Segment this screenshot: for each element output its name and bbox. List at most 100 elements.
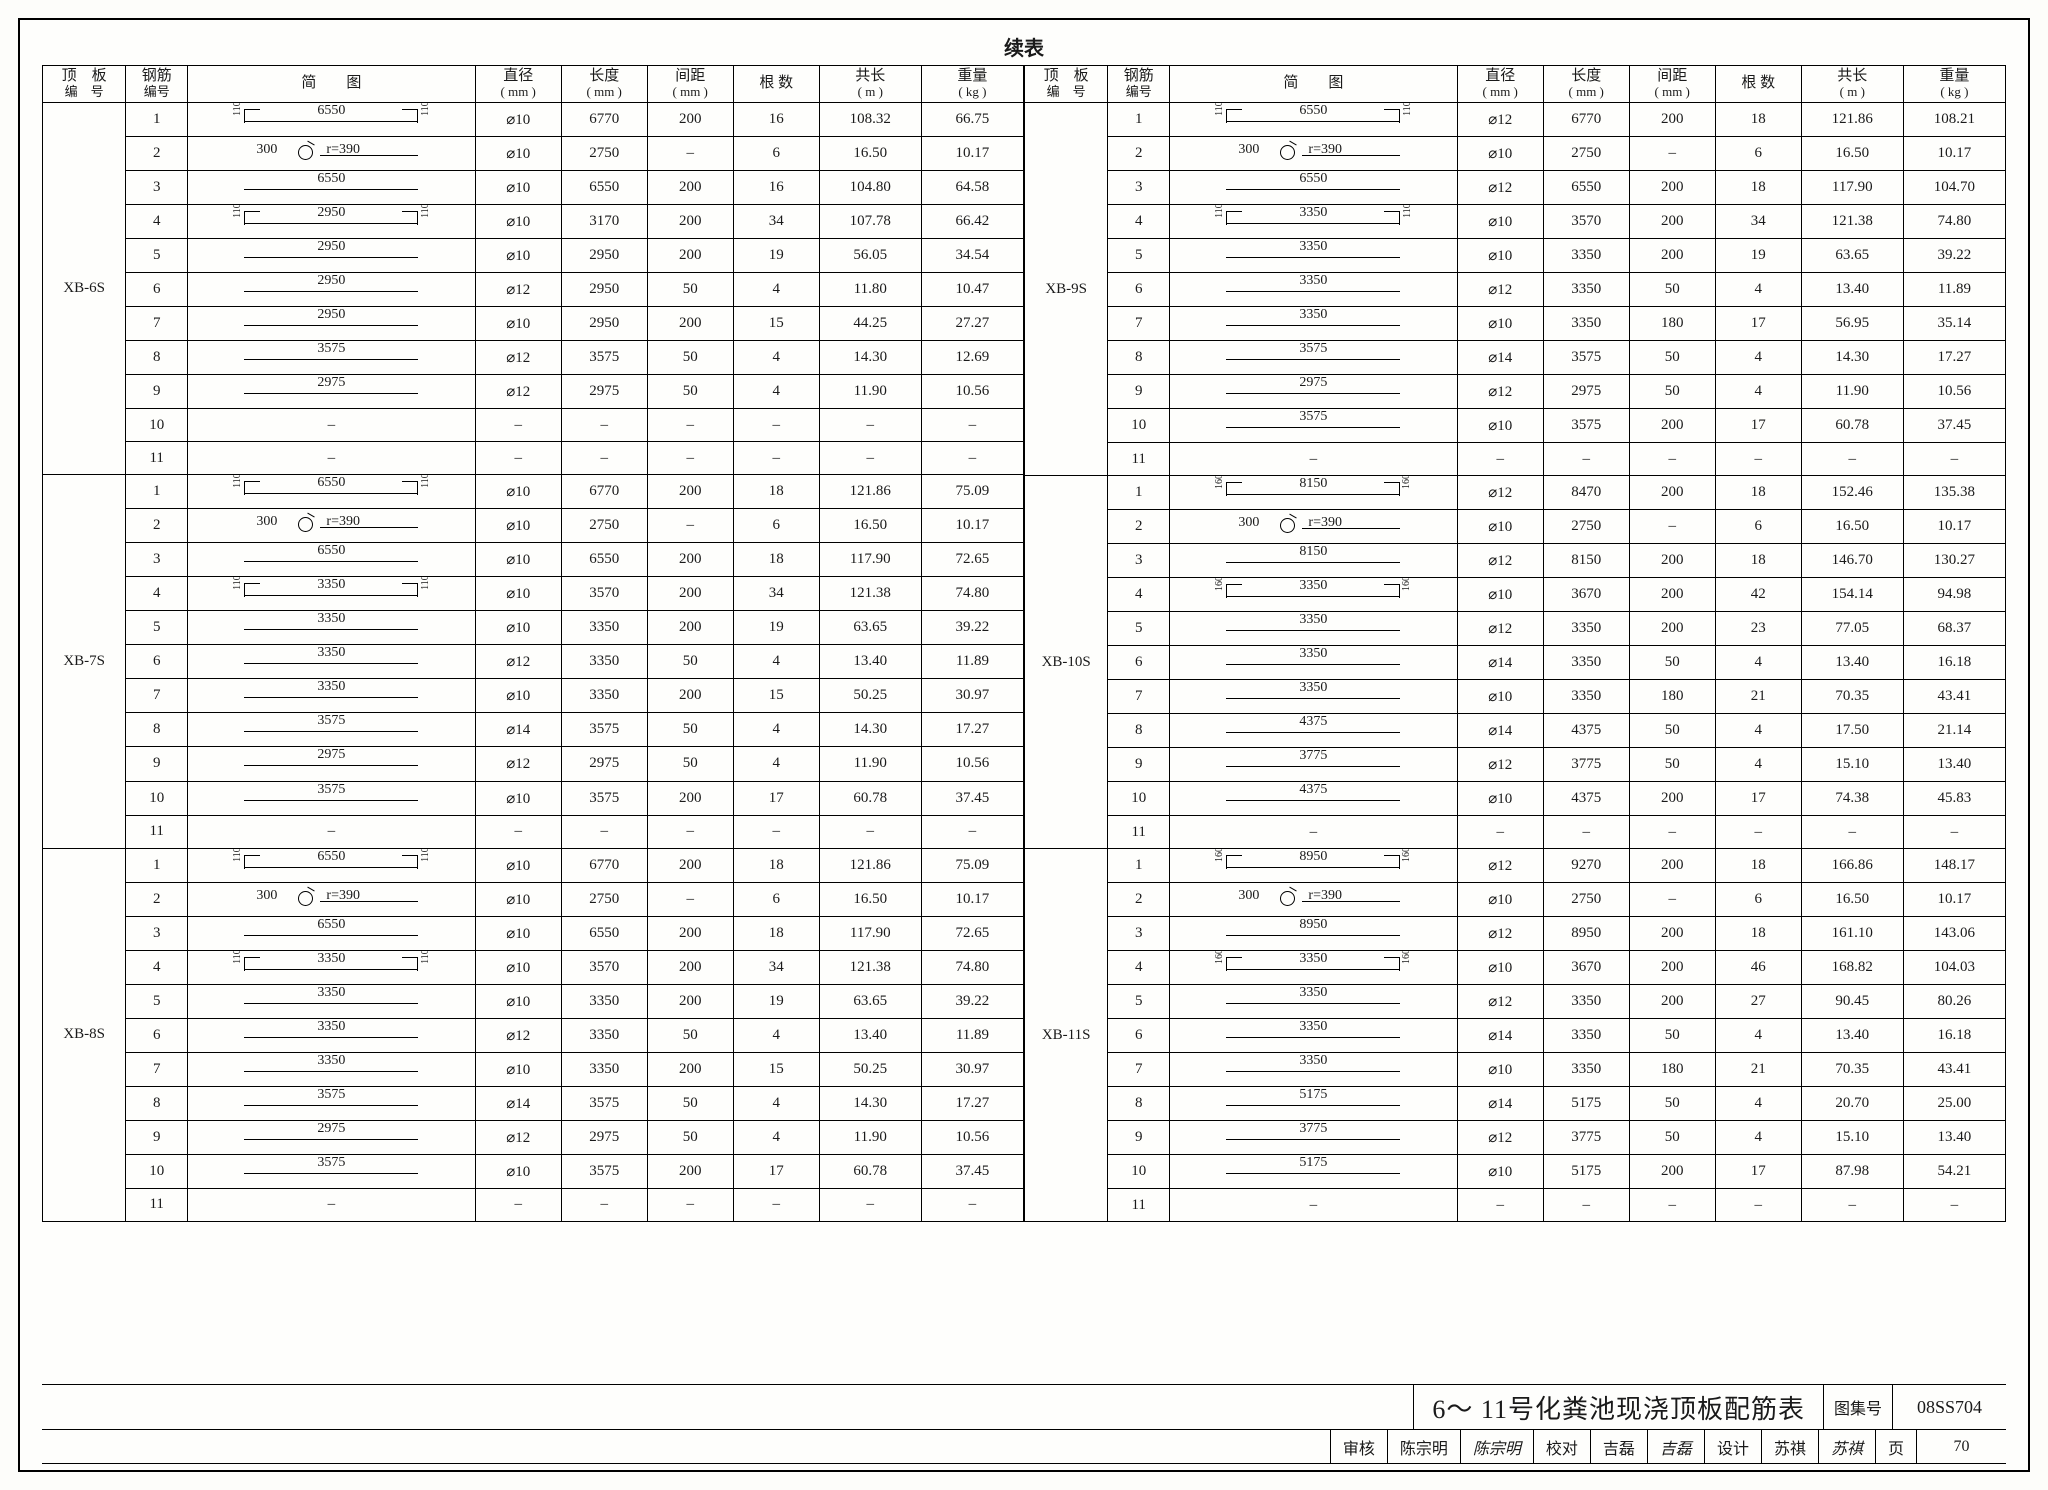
rebar-no: 7: [126, 1052, 188, 1086]
length: 3575: [1543, 341, 1629, 375]
rebar-diagram: 110 6550 110: [188, 848, 476, 882]
length: 3350: [561, 1052, 647, 1086]
spacing: 50: [647, 1086, 733, 1120]
check-name: 苏祺: [1761, 1430, 1818, 1463]
spacing: –: [647, 1188, 733, 1222]
spacing: 200: [647, 171, 733, 205]
total-length: 117.90: [819, 543, 921, 577]
total-length: 56.05: [819, 239, 921, 273]
table-row: 5 3350 ⌀1033502001963.6539.22: [43, 611, 1024, 645]
count: 18: [1715, 476, 1801, 510]
length: –: [561, 815, 647, 848]
total-length: 121.86: [819, 848, 921, 882]
length: 2750: [561, 882, 647, 916]
length: 8950: [1543, 917, 1629, 951]
total-length: 117.90: [1801, 171, 1903, 205]
total-length: –: [1801, 443, 1903, 476]
col-l: 长度( mm ): [561, 66, 647, 103]
weight: 30.97: [921, 1052, 1023, 1086]
spacing: 200: [647, 984, 733, 1018]
count: 23: [1715, 612, 1801, 646]
diameter: ⌀10: [475, 781, 561, 815]
count: 17: [1715, 409, 1801, 443]
weight: 39.22: [921, 984, 1023, 1018]
count: 42: [1715, 578, 1801, 612]
weight: 104.70: [1903, 171, 2005, 205]
total-length: 16.50: [1801, 883, 1903, 917]
table-row: 4 110 2950 110 ⌀10317020034107.7866.42: [43, 205, 1024, 239]
total-length: 117.90: [819, 916, 921, 950]
table-row: 4 160 3350 160 ⌀10367020042154.1494.98: [1025, 578, 2006, 612]
weight: 72.65: [921, 543, 1023, 577]
count: 4: [1715, 1019, 1801, 1053]
col-id: 顶 板编 号: [1025, 66, 1108, 103]
weight: 75.09: [921, 848, 1023, 882]
weight: 17.27: [921, 713, 1023, 747]
spacing: –: [647, 815, 733, 848]
total-length: –: [819, 409, 921, 442]
length: 3670: [1543, 578, 1629, 612]
length: 8470: [1543, 476, 1629, 510]
length: 5175: [1543, 1155, 1629, 1189]
rebar-diagram: 300 r=390: [188, 882, 476, 916]
length: 3575: [561, 341, 647, 375]
count: 4: [733, 1018, 819, 1052]
spacing: 50: [1629, 748, 1715, 782]
weight: 10.17: [1903, 137, 2005, 171]
length: 3350: [1543, 273, 1629, 307]
rebar-diagram: –: [1170, 1189, 1458, 1222]
length: 3350: [1543, 612, 1629, 646]
length: 3350: [1543, 680, 1629, 714]
count: 17: [733, 1154, 819, 1188]
table-row: 9 2975 ⌀12297550411.9010.56: [43, 1120, 1024, 1154]
rebar-diagram: 3350: [1170, 273, 1458, 307]
weight: 43.41: [1903, 1053, 2005, 1087]
table-row: 8 4375 ⌀14437550417.5021.14: [1025, 714, 2006, 748]
col-no: 钢筋编号: [1108, 66, 1170, 103]
count: 34: [733, 205, 819, 239]
weight: 34.54: [921, 239, 1023, 273]
count: –: [733, 409, 819, 442]
table-row: 6 3350 ⌀12335050413.4011.89: [43, 1018, 1024, 1052]
total-length: 87.98: [1801, 1155, 1903, 1189]
diameter: ⌀10: [1457, 578, 1543, 612]
weight: 21.14: [1903, 714, 2005, 748]
weight: 13.40: [1903, 1121, 2005, 1155]
table-row: 8 3575 ⌀12357550414.3012.69: [43, 341, 1024, 375]
rebar-no: 7: [126, 679, 188, 713]
length: 3575: [561, 1086, 647, 1120]
rebar-table-right: 顶 板编 号钢筋编号简 图直径( mm )长度( mm )间距( mm )根 数…: [1024, 65, 2006, 1222]
diameter: ⌀12: [475, 645, 561, 679]
table-row: 11–––––––: [43, 1188, 1024, 1222]
diameter: ⌀10: [475, 1154, 561, 1188]
spacing: –: [647, 509, 733, 543]
weight: 12.69: [921, 341, 1023, 375]
rebar-no: 5: [1108, 612, 1170, 646]
rebar-no: 1: [1108, 103, 1170, 137]
rebar-no: 11: [1108, 1189, 1170, 1222]
table-row: 10 3575 ⌀1035752001760.7837.45: [1025, 409, 2006, 443]
diameter: ⌀12: [1457, 917, 1543, 951]
spacing: –: [647, 409, 733, 442]
spacing: –: [1629, 883, 1715, 917]
table-row: 9 2975 ⌀12297550411.9010.56: [1025, 375, 2006, 409]
rebar-no: 10: [126, 409, 188, 442]
set-number: 08SS704: [1892, 1385, 2006, 1429]
rebar-diagram: –: [188, 442, 476, 475]
total-length: 15.10: [1801, 1121, 1903, 1155]
weight: 94.98: [1903, 578, 2005, 612]
rebar-no: 8: [1108, 341, 1170, 375]
spacing: 50: [647, 1018, 733, 1052]
rebar-no: 9: [1108, 748, 1170, 782]
spacing: 200: [1629, 205, 1715, 239]
total-length: 50.25: [819, 679, 921, 713]
weight: 45.83: [1903, 782, 2005, 816]
weight: 80.26: [1903, 985, 2005, 1019]
rebar-no: 4: [1108, 205, 1170, 239]
rebar-diagram: 110 3350 110: [188, 950, 476, 984]
spacing: 200: [1629, 171, 1715, 205]
weight: 13.40: [1903, 748, 2005, 782]
table-row: 11–––––––: [1025, 816, 2006, 849]
weight: 16.18: [1903, 646, 2005, 680]
rebar-no: 5: [1108, 239, 1170, 273]
